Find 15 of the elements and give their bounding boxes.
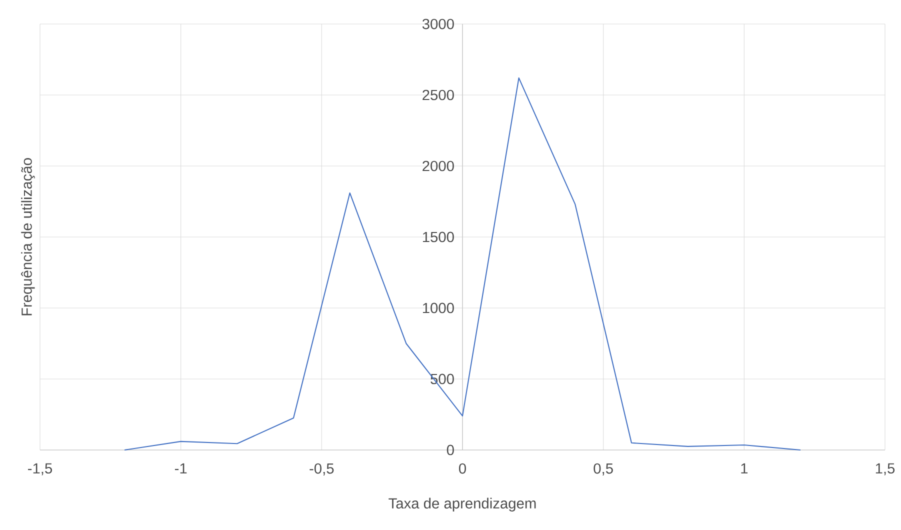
y-tick-label: 1500 bbox=[422, 232, 454, 242]
y-tick-label: 2000 bbox=[422, 160, 454, 172]
y-tick-label: 2500 bbox=[422, 90, 454, 100]
x-tick-label: 1 bbox=[741, 463, 748, 474]
y-tick-label: 0 bbox=[446, 444, 454, 456]
x-tick-label: -1,5 bbox=[28, 463, 52, 476]
x-tick-label: 0 bbox=[458, 463, 466, 474]
x-tick-label: 0,5 bbox=[594, 463, 613, 476]
y-tick-label: 3000 bbox=[422, 18, 454, 30]
x-tick-label: 1,5 bbox=[876, 463, 895, 476]
y-axis-title: Frequência de utilização bbox=[21, 158, 35, 316]
x-axis-title: Taxa de aprendizagem bbox=[388, 498, 536, 512]
x-tick-label: -1 bbox=[174, 463, 187, 474]
x-tick-label: -0,5 bbox=[310, 463, 334, 476]
y-tick-label: 1000 bbox=[422, 302, 454, 314]
